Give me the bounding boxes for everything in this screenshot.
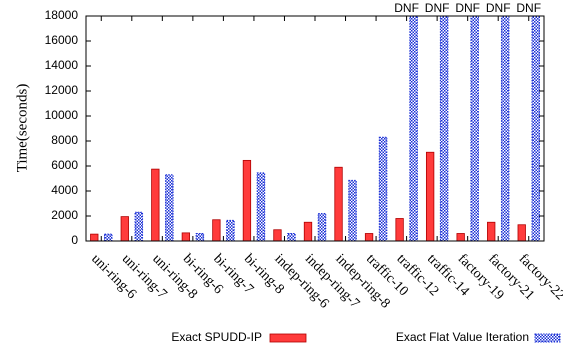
dnf-annotation-factory-22: DNF: [516, 1, 541, 15]
dnf-annotation-traffic-12: DNF: [394, 1, 419, 15]
y-tick-label-2000: 2000: [51, 208, 78, 222]
bar-spudd-ip-indep-ring-7: [303, 221, 313, 242]
bar-flat-vi-traffic-12: [409, 15, 418, 242]
y-axis-label: Time(seconds): [14, 84, 30, 173]
bar-flat-vi-uni-ring-6: [104, 233, 113, 242]
y-tick-label-16000: 16000: [45, 33, 79, 47]
dnf-annotation-factory-21: DNF: [486, 1, 511, 15]
bar-spudd-ip-factory-22: [517, 224, 526, 242]
bar-spudd-ip-traffic-14: [425, 151, 435, 242]
bar-spudd-ip-factory-19: [456, 233, 465, 242]
bar-flat-vi-factory-21: [500, 15, 510, 242]
bar-flat-vi-bi-ring-7: [226, 219, 235, 242]
legend-label-flat-vi: Exact Flat Value Iteration: [396, 330, 529, 344]
bar-flat-vi-uni-ring-8: [165, 174, 174, 242]
y-tick-label-8000: 8000: [51, 133, 78, 147]
bar-flat-vi-indep-ring-6: [287, 233, 296, 242]
bar-spudd-ip-bi-ring-7: [212, 219, 221, 242]
bars-layer: [90, 15, 540, 242]
y-tick-label-10000: 10000: [45, 108, 79, 122]
dnf-annotation-factory-19: DNF: [455, 1, 480, 15]
bar-flat-vi-traffic-14: [439, 15, 449, 242]
legend: Exact SPUDD-IP Exact Flat Value Iteration: [171, 330, 561, 344]
bar-flat-vi-bi-ring-6: [195, 233, 205, 242]
y-tick-label-0: 0: [71, 233, 78, 247]
bar-spudd-ip-bi-ring-8: [242, 159, 252, 242]
bar-spudd-ip-uni-ring-7: [120, 216, 129, 242]
y-tick-label-6000: 6000: [51, 158, 78, 172]
y-tick-label-4000: 4000: [51, 183, 78, 197]
bar-flat-vi-indep-ring-7: [317, 213, 327, 242]
legend-swatch-spudd-ip: [269, 333, 307, 343]
axes-layer: uni-ring-6uni-ring-7uni-ring-8bi-ring-6b…: [45, 1, 563, 312]
bar-spudd-ip-uni-ring-8: [151, 168, 160, 242]
bar-flat-vi-factory-19: [470, 15, 479, 242]
legend-label-spudd-ip: Exact SPUDD-IP: [171, 330, 262, 344]
bar-flat-vi-factory-22: [531, 15, 540, 242]
bar-flat-vi-traffic-10: [378, 136, 388, 242]
bar-spudd-ip-factory-21: [487, 221, 496, 242]
bar-flat-vi-bi-ring-8: [256, 172, 266, 242]
bar-spudd-ip-indep-ring-6: [273, 229, 282, 242]
bar-spudd-ip-bi-ring-6: [181, 232, 191, 242]
bar-flat-vi-uni-ring-7: [134, 211, 144, 242]
y-tick-label-14000: 14000: [45, 58, 79, 72]
bar-spudd-ip-traffic-10: [364, 233, 374, 242]
bar-spudd-ip-indep-ring-8: [334, 166, 343, 242]
dnf-annotation-traffic-14: DNF: [425, 1, 450, 15]
legend-swatch-flat-vi: [534, 333, 561, 343]
bar-spudd-ip-uni-ring-6: [90, 233, 99, 242]
bar-spudd-ip-traffic-12: [395, 218, 404, 242]
y-tick-label-12000: 12000: [45, 83, 79, 97]
bar-flat-vi-indep-ring-8: [348, 179, 357, 242]
y-tick-label-18000: 18000: [45, 8, 79, 22]
